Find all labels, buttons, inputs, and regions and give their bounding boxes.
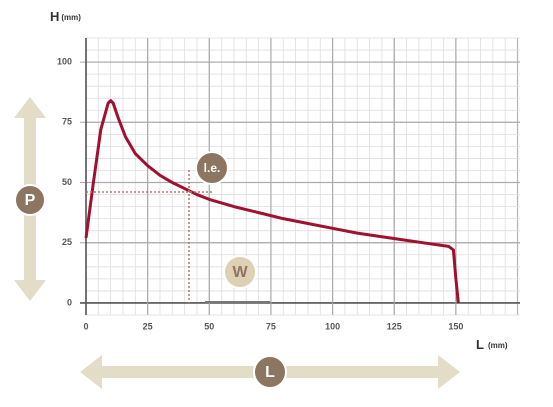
x-tick-label: 150 [448, 321, 463, 331]
y-unit: (mm) [61, 13, 81, 22]
data-line [84, 99, 460, 304]
y-tick-label: 25 [62, 237, 72, 247]
le-text: l.e. [204, 161, 221, 175]
l-text: L [265, 364, 275, 381]
marks [84, 99, 460, 304]
x-tick-label: 50 [204, 321, 214, 331]
x-tick-label: 125 [387, 321, 402, 331]
grid: 0 25 50 75 100 0 25 50 75 100 125 150 [57, 37, 520, 331]
l-badge [253, 355, 287, 389]
y-tick-label: 75 [62, 117, 72, 127]
w-badge [223, 255, 257, 289]
x-tick-label: 100 [325, 321, 340, 331]
w-text: W [232, 264, 248, 281]
le-badge [195, 151, 229, 185]
p-badge [14, 184, 46, 216]
x-tick-label: 25 [143, 321, 153, 331]
x-label: L [476, 337, 484, 352]
y-tick-label: 50 [62, 177, 72, 187]
y-axis-label: H (mm) [50, 9, 81, 24]
y-label: H [50, 9, 59, 24]
y-tick-label: 100 [57, 56, 72, 66]
y-tick-label: 0 [67, 297, 72, 307]
x-axis-label: L (mm) [476, 337, 508, 352]
x-tick-label: 0 [83, 321, 88, 331]
x-unit: (mm) [488, 341, 508, 350]
x-tick-label: 75 [266, 321, 276, 331]
p-text: P [25, 192, 36, 209]
